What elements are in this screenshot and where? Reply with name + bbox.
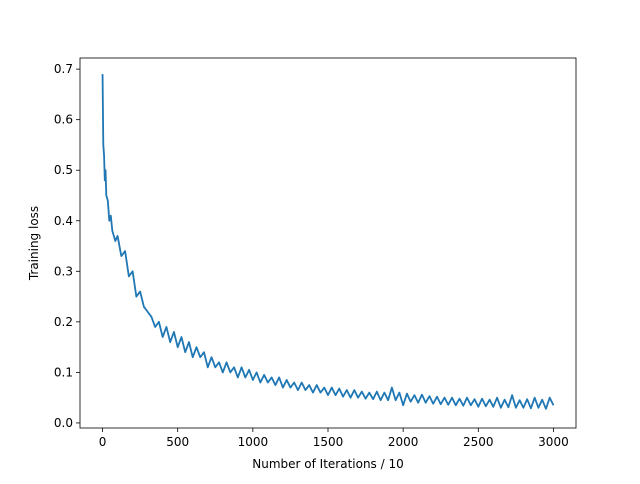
y-tick-label: 0.1: [54, 365, 73, 379]
loss-line: [101, 74, 555, 410]
y-tick-label: 0.7: [54, 62, 73, 76]
plot-frame: [79, 57, 577, 429]
x-axis-label: Number of Iterations / 10: [252, 457, 404, 471]
y-tick-label: 0.4: [54, 214, 73, 228]
y-axis-label: Training loss: [27, 206, 41, 281]
x-tick-label: 1000: [238, 435, 269, 449]
x-tick-label: 2000: [388, 435, 419, 449]
x-tick-label: 3000: [538, 435, 569, 449]
x-tick-label: 0: [99, 435, 107, 449]
y-tick-label: 0.6: [54, 113, 73, 127]
x-tick-label: 1500: [313, 435, 344, 449]
x-tick-label: 2500: [463, 435, 494, 449]
y-tick-label: 0.5: [54, 163, 73, 177]
y-tick-label: 0.0: [54, 416, 73, 430]
x-tick-label: 500: [166, 435, 189, 449]
y-tick-label: 0.2: [54, 315, 73, 329]
y-tick-label: 0.3: [54, 264, 73, 278]
